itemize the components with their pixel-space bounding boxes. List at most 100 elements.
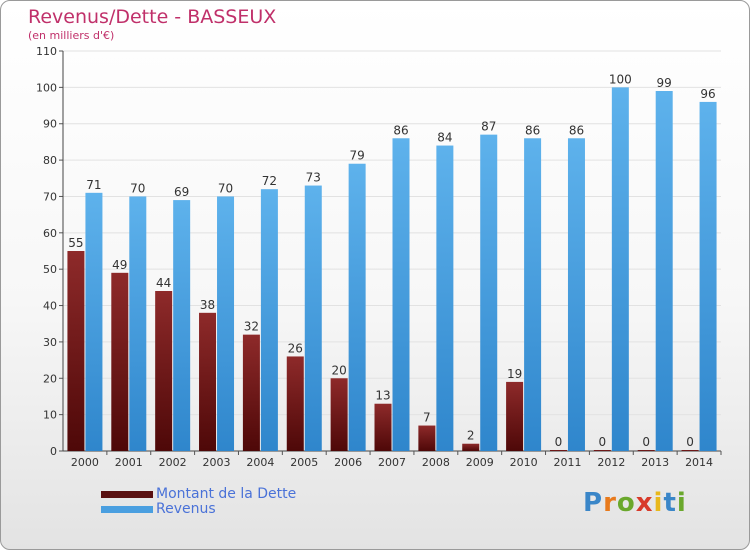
x-tick-label: 2005 (290, 456, 318, 469)
bar-dette (637, 450, 655, 451)
bar-revenus (480, 134, 498, 452)
logo-letter: r (603, 488, 617, 518)
legend-label-dette: Montant de la Dette (156, 486, 297, 502)
logo-letter: t (663, 488, 677, 518)
x-tick-label: 2001 (115, 456, 143, 469)
logo-letter: i (653, 488, 664, 518)
data-label: 26 (288, 341, 303, 355)
x-tick-label: 2004 (246, 456, 274, 469)
bar-revenus (217, 196, 235, 451)
y-tick-label: 20 (43, 372, 57, 385)
data-label: 55 (68, 236, 83, 250)
proxiti-logo: Proxiti (583, 488, 687, 518)
data-label: 99 (657, 76, 672, 90)
data-label: 13 (375, 389, 390, 403)
y-tick-label: 40 (43, 300, 57, 313)
legend-item-dette: Montant de la Dette (101, 487, 296, 502)
data-label: 100 (609, 72, 632, 86)
data-label: 71 (86, 178, 101, 192)
logo-letter: i (676, 488, 687, 518)
bar-revenus (524, 138, 542, 452)
data-label: 0 (599, 435, 607, 449)
data-label: 70 (218, 181, 233, 195)
data-label: 86 (393, 123, 408, 137)
logo-letter: o (616, 488, 636, 518)
bar-dette (462, 443, 480, 451)
bar-revenus (699, 101, 717, 451)
data-label: 2 (467, 429, 475, 443)
bar-revenus (436, 145, 454, 451)
y-tick-label: 90 (43, 118, 57, 131)
y-tick-label: 110 (36, 45, 57, 58)
bar-revenus (348, 163, 366, 451)
y-tick-label: 0 (50, 445, 57, 458)
x-tick-label: 2011 (553, 456, 581, 469)
x-tick-label: 2003 (203, 456, 231, 469)
x-tick-label: 2006 (334, 456, 362, 469)
bar-revenus (611, 87, 629, 451)
bar-dette (593, 450, 611, 451)
data-label: 32 (244, 320, 259, 334)
x-tick-label: 2014 (685, 456, 713, 469)
x-tick-label: 2002 (159, 456, 187, 469)
y-tick-label: 60 (43, 227, 57, 240)
chart-title: Revenus/Dette - BASSEUX (28, 6, 277, 28)
legend-swatch-revenus (101, 506, 153, 513)
data-label: 79 (349, 149, 364, 163)
data-label: 49 (112, 258, 127, 272)
data-label: 86 (569, 123, 584, 137)
y-tick-label: 50 (43, 263, 57, 276)
data-label: 0 (642, 435, 650, 449)
bar-dette (418, 425, 436, 451)
legend-swatch-dette (101, 491, 153, 498)
data-label: 86 (525, 123, 540, 137)
bar-revenus (85, 192, 103, 451)
bar-dette (681, 450, 699, 451)
data-label: 44 (156, 276, 171, 290)
data-label: 84 (437, 131, 452, 145)
bar-revenus (655, 91, 673, 451)
x-tick-label: 2009 (466, 456, 494, 469)
x-tick-label: 2012 (597, 456, 625, 469)
x-tick-label: 2008 (422, 456, 450, 469)
bar-revenus (392, 138, 410, 452)
chart-subtitle: (en milliers d'€) (28, 29, 115, 42)
y-tick-label: 10 (43, 409, 57, 422)
legend-label-revenus: Revenus (156, 501, 216, 517)
data-label: 20 (331, 363, 346, 377)
bar-dette (111, 272, 129, 451)
x-tick-label: 2010 (510, 456, 538, 469)
bar-dette (549, 450, 567, 451)
data-label: 19 (507, 367, 522, 381)
y-tick-label: 100 (36, 81, 57, 94)
x-tick-label: 2013 (641, 456, 669, 469)
bar-dette (199, 312, 217, 451)
legend: Montant de la Dette Revenus (101, 487, 296, 517)
y-tick-label: 30 (43, 336, 57, 349)
y-tick-label: 70 (43, 190, 57, 203)
data-label: 87 (481, 120, 496, 134)
data-label: 96 (700, 87, 715, 101)
data-label: 0 (686, 435, 694, 449)
y-tick-label: 80 (43, 154, 57, 167)
x-tick-label: 2007 (378, 456, 406, 469)
data-label: 69 (174, 185, 189, 199)
bar-revenus (173, 200, 191, 451)
data-label: 70 (130, 181, 145, 195)
data-label: 72 (262, 174, 277, 188)
bar-dette (155, 291, 173, 451)
data-label: 7 (423, 411, 431, 425)
bar-revenus (260, 189, 278, 451)
bar-revenus (129, 196, 147, 451)
bar-dette (286, 356, 304, 451)
bar-revenus (304, 185, 322, 451)
data-label: 73 (306, 171, 321, 185)
bar-dette (67, 251, 85, 451)
data-label: 38 (200, 298, 215, 312)
logo-letter: P (583, 488, 604, 518)
bar-dette (330, 378, 348, 451)
bar-revenus (567, 138, 585, 452)
bar-dette (242, 334, 260, 451)
